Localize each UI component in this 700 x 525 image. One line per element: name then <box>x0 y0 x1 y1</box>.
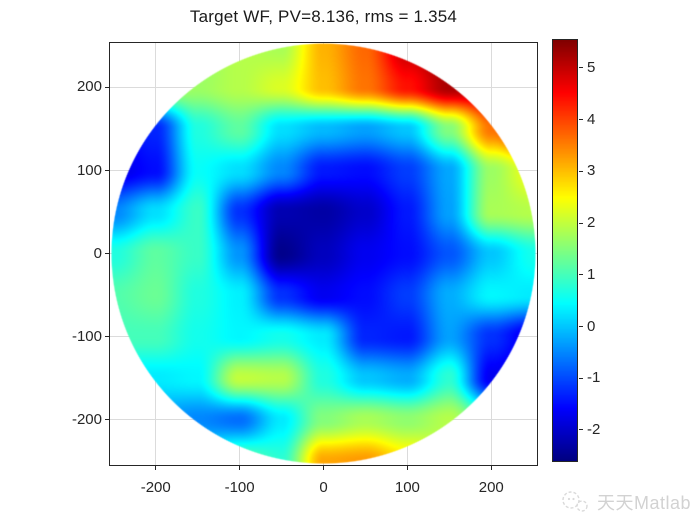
axes-spine-left <box>109 42 110 466</box>
colorbar-tick-mark <box>579 326 583 328</box>
watermark-logo-icon <box>562 491 588 512</box>
y-tick-label: 0 <box>93 244 102 262</box>
axes-spine-bottom <box>109 465 538 466</box>
colorbar-gradient-canvas <box>553 40 577 461</box>
colorbar-tick-label: 5 <box>587 58 596 76</box>
axes-spine-right <box>537 42 538 466</box>
colorbar-tick-label: 2 <box>587 214 596 232</box>
y-tick-mark <box>105 86 109 88</box>
colorbar <box>552 39 578 462</box>
colorbar-tick-mark <box>579 377 583 379</box>
x-tick-mark <box>406 466 408 470</box>
y-tick-label: 200 <box>76 78 102 96</box>
x-tick-label: 200 <box>478 479 504 496</box>
y-tick-mark <box>105 419 109 421</box>
colorbar-tick-mark <box>579 67 583 69</box>
colorbar-tick-mark <box>579 119 583 121</box>
colorbar-tick-label: -2 <box>587 420 601 438</box>
y-tick-label: -200 <box>71 410 102 428</box>
colorbar-tick-mark <box>579 429 583 431</box>
x-tick-mark <box>323 466 324 470</box>
colorbar-tick-label: 0 <box>587 317 596 335</box>
y-tick-mark <box>105 170 109 171</box>
y-tick-mark <box>105 336 109 338</box>
plot-title: Target WF, PV=8.136, rms = 1.354 <box>189 7 458 26</box>
x-tick-label: -100 <box>224 479 255 496</box>
colorbar-tick-label: 1 <box>587 265 596 283</box>
x-tick-mark <box>155 466 157 470</box>
colorbar-tick-mark <box>579 222 583 224</box>
colorbar-tick-label: 3 <box>587 162 596 180</box>
x-tick-mark <box>490 466 492 470</box>
x-tick-mark <box>239 466 241 470</box>
axes-spine-top <box>109 42 538 43</box>
watermark: 天天Matlab <box>561 489 691 515</box>
wavefront-heatmap-canvas <box>110 43 537 465</box>
colorbar-tick-label: 4 <box>587 110 596 128</box>
colorbar-tick-mark <box>579 274 583 276</box>
y-tick-label: 100 <box>76 161 102 179</box>
colorbar-tick-mark <box>579 170 583 172</box>
x-tick-label: 100 <box>394 479 420 496</box>
y-tick-label: -100 <box>71 327 102 345</box>
x-tick-label: -200 <box>140 479 171 496</box>
colorbar-tick-label: -1 <box>587 369 601 387</box>
x-tick-label: 0 <box>319 479 328 496</box>
y-tick-mark <box>105 253 109 255</box>
watermark-text: 天天Matlab <box>596 493 691 513</box>
